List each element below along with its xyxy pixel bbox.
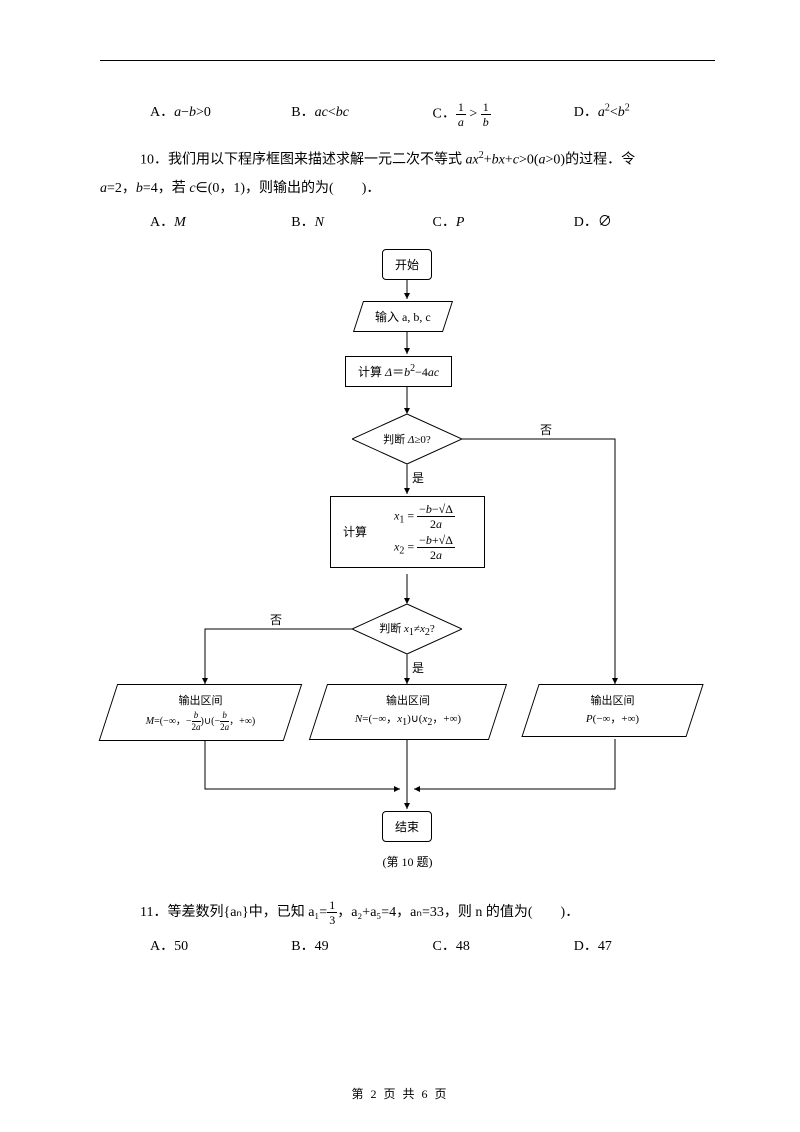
lbl-yes-1: 是 <box>412 469 424 486</box>
flow-start: 开始 <box>382 249 432 280</box>
flowchart: 开始 输入 a, b, c 计算 Δ＝b2−4ac 判断 Δ≥0? 是 否 计算… <box>100 249 715 889</box>
lbl-no-2: 否 <box>270 611 282 628</box>
q10-opt-a: A．M <box>150 211 291 231</box>
q9-opt-b: B．ac<bc <box>291 101 432 128</box>
q11-opt-a: A．50 <box>150 935 291 955</box>
page-footer: 第 2 页 共 6 页 <box>0 1085 800 1102</box>
q10-stem-2: a=2，b=4，若 c∈(0，1)，则输出的为( )． <box>100 175 715 203</box>
q9-options: A．a−b>0 B．ac<bc C．1a > 1b D．a2<b2 <box>100 101 715 128</box>
q11-opt-c: C．48 <box>433 935 574 955</box>
q9-opt-d: D．a2<b2 <box>574 101 715 128</box>
flow-calc-roots: 计算 x1 = −b−√Δ2a x2 = −b+√Δ2a <box>330 496 485 568</box>
lbl-yes-2: 是 <box>412 659 424 676</box>
flow-calc-delta: 计算 Δ＝b2−4ac <box>345 356 452 387</box>
flow-out-p: 输出区间 P(−∞，+∞) <box>521 684 703 737</box>
page-rule <box>100 60 715 61</box>
flow-edges <box>100 249 715 889</box>
q11-opt-d: D．47 <box>574 935 715 955</box>
q10-opt-d: D．∅ <box>574 211 715 231</box>
q11-stem: 11．等差数列{aₙ}中，已知 a₁=13，a₂+a₅=4，aₙ=33，则 n … <box>100 899 715 927</box>
q9-opt-a: A．a−b>0 <box>150 101 291 128</box>
q11-options: A．50 B．49 C．48 D．47 <box>100 935 715 955</box>
q10-options: A．M B．N C．P D．∅ <box>100 211 715 231</box>
flow-end: 结束 <box>382 811 432 842</box>
flow-out-n: 输出区间 N=(−∞，x1)∪(x2，+∞) <box>309 684 507 740</box>
lbl-no-1: 否 <box>540 421 552 438</box>
q11-opt-b: B．49 <box>291 935 432 955</box>
flow-input: 输入 a, b, c <box>353 301 453 332</box>
q9-opt-c: C．1a > 1b <box>433 101 574 128</box>
q10-opt-b: B．N <box>291 211 432 231</box>
flow-out-m: 输出区间 M=(−∞，−b2a)∪(−b2a，+∞) <box>99 684 302 741</box>
q10-stem: 10．我们用以下程序框图来描述求解一元二次不等式 ax2+bx+c>0(a>0)… <box>100 146 715 175</box>
q10-opt-c: C．P <box>433 211 574 231</box>
flow-judge-1: 判断 Δ≥0? <box>352 414 462 464</box>
flow-judge-2: 判断 x1≠x2? <box>352 604 462 654</box>
flow-caption: (第 10 题) <box>100 853 715 870</box>
